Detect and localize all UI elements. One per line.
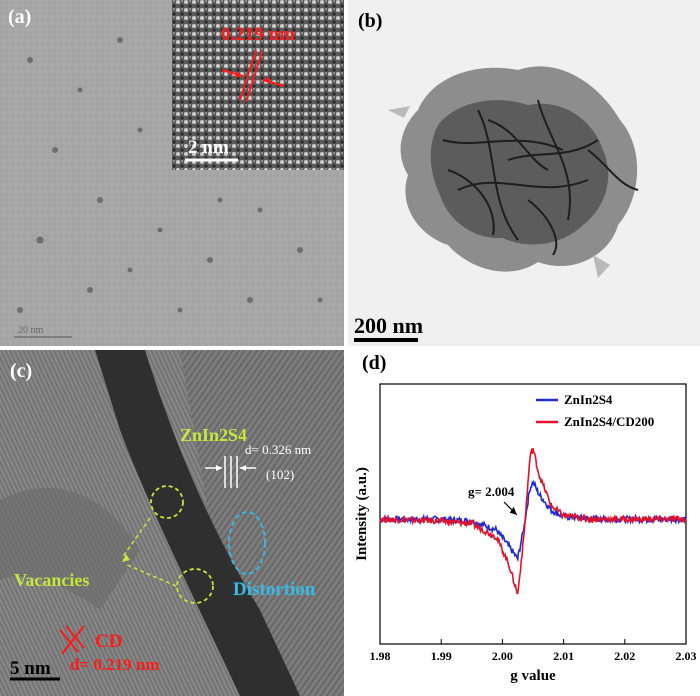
x-axis-label: g value: [510, 668, 556, 684]
panel-a-label: (a): [8, 6, 32, 28]
x-tick-label-0: 1.98: [370, 649, 391, 663]
phase-label: ZnIn2S4: [180, 425, 247, 445]
g-value-annotation: g= 2.004: [468, 484, 515, 499]
g-value-arrowhead: [509, 506, 517, 515]
x-tick-label-5: 2.03: [676, 649, 697, 663]
epr-chart: 1.98 1.99 2.00 2.01 2.02 2.03 Intensity (a.u.…: [354, 383, 697, 684]
cd-label: CD: [95, 631, 122, 652]
series-line-1: [379, 447, 686, 595]
nanosheet-edge: [95, 350, 300, 696]
panel-b: (b) 200 nm: [348, 0, 700, 346]
x-tick-label-1: 1.99: [431, 649, 452, 663]
vacancy-circle-2: [176, 568, 214, 604]
cd-spacing-label: d= 0.219 nm: [70, 655, 160, 674]
vacancies-label: Vacancies: [14, 570, 89, 590]
distortion-label: Distortion: [233, 579, 316, 600]
vacancy-circle-1: [150, 485, 184, 519]
y-axis-label: Intensity (a.u.): [354, 467, 370, 561]
panel-a-tem-image: 0.219 nm 2 nm 20 nm: [0, 0, 344, 346]
panel-a: 0.219 nm 2 nm 20 nm (a): [0, 0, 344, 346]
lattice-plane-label: (102): [266, 467, 294, 482]
panel-d-label: (d): [362, 352, 387, 374]
panel-c: ZnIn2S4 d= 0.326 nm (102) Vacancies Dist…: [0, 350, 344, 696]
panel-c-hrtem-image: ZnIn2S4 d= 0.326 nm (102) Vacancies Dist…: [0, 350, 344, 696]
series-layer: [379, 447, 687, 595]
legend-label-zis-cd: ZnIn2S4/CD200: [564, 414, 654, 429]
flower-nanosheet-aggregate: [388, 66, 639, 278]
x-tick-label-3: 2.01: [553, 649, 574, 663]
panel-b-tem-image: [348, 0, 700, 346]
x-axis: 1.98 1.99 2.00 2.01 2.02 2.03: [370, 639, 697, 663]
inset-scale-bar-label: 2 nm: [188, 137, 229, 158]
x-tick-label-4: 2.02: [614, 649, 635, 663]
d-spacing-label: d= 0.326 nm: [245, 442, 311, 457]
legend: ZnIn2S4 ZnIn2S4/CD200: [536, 392, 654, 429]
carbon-dots: [17, 37, 323, 313]
distortion-ellipse: [228, 511, 266, 575]
x-tick-label-2: 2.00: [492, 649, 513, 663]
panel-d: (d) 1.98 1.99 2.00 2.01 2.02 2.03 Intensity (…: [348, 350, 700, 696]
main-scale-bar-label: 20 nm: [18, 325, 44, 336]
panel-c-label: (c): [10, 360, 33, 382]
legend-label-zis: ZnIn2S4: [564, 392, 613, 407]
panel-a-inset: 0.219 nm 2 nm: [172, 0, 344, 170]
panel-b-label: (b): [358, 10, 383, 32]
inset-lattice-spacing: 0.219 nm: [221, 24, 295, 45]
plot-frame: [379, 383, 687, 645]
panel-b-scale-bar-label: 200 nm: [354, 313, 424, 338]
panel-c-scale-bar-label: 5 nm: [10, 658, 51, 679]
